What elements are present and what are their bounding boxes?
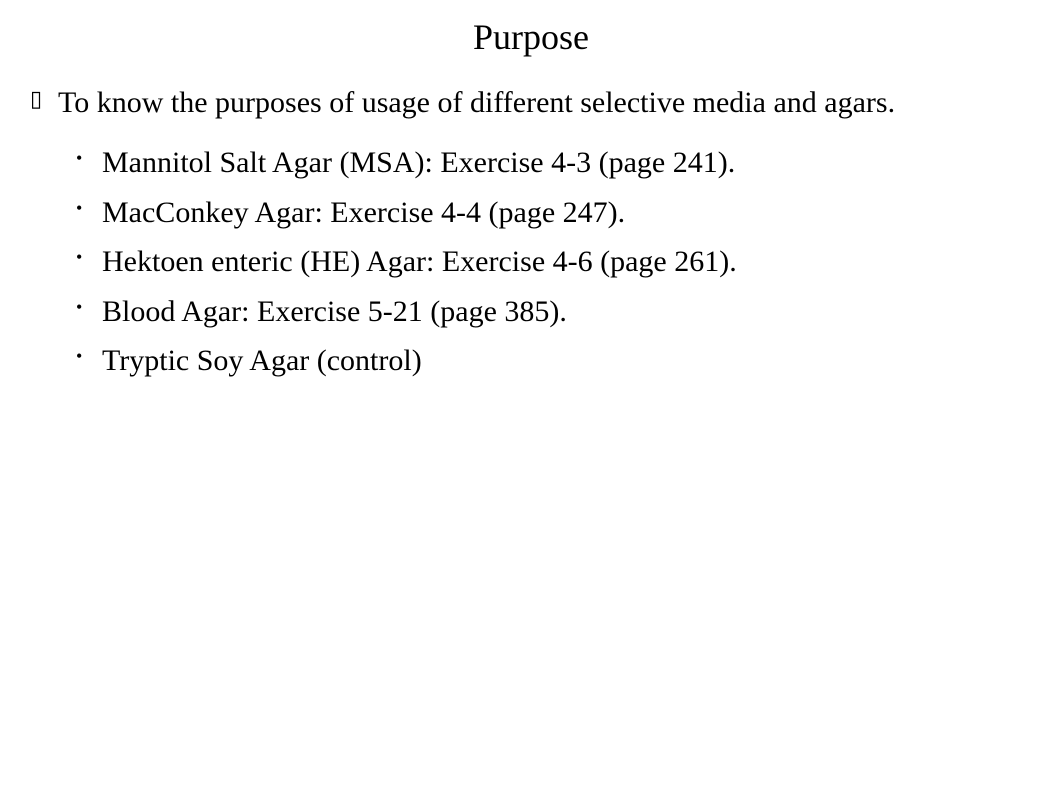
sub-list-item: • Hektoen enteric (HE) Agar: Exercise 4-… — [102, 237, 1002, 287]
sub-point-text: MacConkey Agar: Exercise 4-4 (page 247). — [102, 196, 625, 229]
sub-list-item: • Mannitol Salt Agar (MSA): Exercise 4-3… — [102, 138, 1002, 188]
main-list-item: ▯ To know the purposes of usage of diffe… — [20, 82, 1062, 386]
main-list: ▯ To know the purposes of usage of diffe… — [0, 82, 1062, 386]
sub-list: • Mannitol Salt Agar (MSA): Exercise 4-3… — [58, 138, 1002, 386]
sub-list-item: • Blood Agar: Exercise 5-21 (page 385). — [102, 287, 1002, 337]
sub-list-item: • Tryptic Soy Agar (control) — [102, 336, 1002, 386]
inner-bullet-icon: • — [76, 144, 82, 174]
inner-bullet-icon: • — [76, 243, 82, 273]
inner-bullet-icon: • — [76, 293, 82, 323]
slide-title: Purpose — [0, 16, 1062, 58]
sub-point-text: Mannitol Salt Agar (MSA): Exercise 4-3 (… — [102, 146, 735, 179]
inner-bullet-icon: • — [76, 342, 82, 372]
sub-point-text: Tryptic Soy Agar (control) — [102, 344, 422, 377]
main-point-text: To know the purposes of usage of differe… — [58, 86, 895, 119]
sub-point-text: Hektoen enteric (HE) Agar: Exercise 4-6 … — [102, 245, 737, 278]
inner-bullet-icon: • — [76, 194, 82, 224]
outer-bullet-icon: ▯ — [30, 84, 42, 115]
sub-list-item: • MacConkey Agar: Exercise 4-4 (page 247… — [102, 188, 1002, 238]
sub-point-text: Blood Agar: Exercise 5-21 (page 385). — [102, 295, 567, 328]
